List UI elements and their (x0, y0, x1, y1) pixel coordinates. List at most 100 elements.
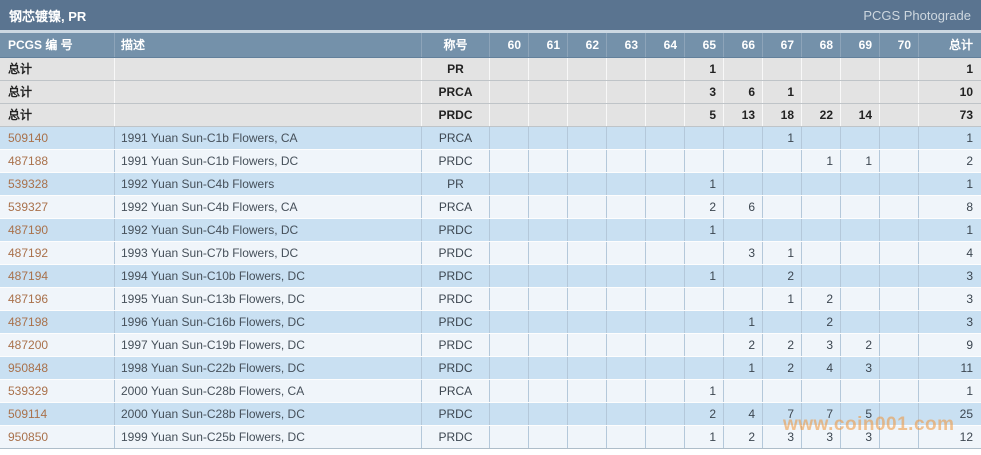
pcgs-number-link[interactable]: 509114 (0, 403, 115, 425)
grade-60-cell (490, 173, 529, 195)
grade-69-cell: 2 (841, 334, 880, 356)
grade-60-cell (490, 265, 529, 287)
pcgs-number-link[interactable]: 487190 (0, 219, 115, 241)
grade-61-cell (529, 104, 568, 126)
grade-65-cell (685, 150, 724, 172)
grade-60-cell (490, 380, 529, 402)
pcgs-number-link[interactable]: 487192 (0, 242, 115, 264)
grade-70-cell (880, 196, 919, 218)
grade-62-cell (568, 81, 607, 103)
pcgs-number-link[interactable]: 950848 (0, 357, 115, 379)
grade-66-cell (724, 288, 763, 310)
grade-68-cell (802, 219, 841, 241)
table-body: 总计 PR 1 1 总计 PRCA 3 6 1 10 总计 PRDC 5 13 18 22 14 73 509140… (0, 58, 981, 449)
description-cell: 1993 Yuan Sun-C7b Flowers, DC (115, 242, 422, 264)
grade-67-cell: 1 (763, 288, 802, 310)
pcgs-number-link[interactable]: 487200 (0, 334, 115, 356)
grade-63-cell (607, 265, 646, 287)
grade-70-cell (880, 104, 919, 126)
pcgs-number-link[interactable]: 487196 (0, 288, 115, 310)
grade-70-cell (880, 127, 919, 149)
designation-cell: PRDC (422, 219, 490, 241)
total-cell: 3 (966, 269, 973, 283)
pcgs-number-link[interactable]: 487188 (0, 150, 115, 172)
grade-70-cell (880, 288, 919, 310)
column-header-grade-60: 60 (490, 33, 529, 57)
grade-62-cell (568, 219, 607, 241)
grade-68-cell (802, 81, 841, 103)
grade-61-cell (529, 58, 568, 80)
grade-65-cell: 1 (685, 58, 724, 80)
data-row: 539328 1992 Yuan Sun-C4b Flowers PR 1 1 (0, 173, 981, 196)
grade-62-cell (568, 127, 607, 149)
grade-65-cell (685, 242, 724, 264)
grade-61-cell (529, 426, 568, 448)
pcgs-number-link[interactable]: 487194 (0, 265, 115, 287)
grade-64-cell (646, 219, 685, 241)
grade-60-cell (490, 104, 529, 126)
grade-64-cell (646, 426, 685, 448)
grade-69-cell (841, 265, 880, 287)
designation-cell: PRCA (422, 380, 490, 402)
pcgs-number-link[interactable]: 539328 (0, 173, 115, 195)
designation-cell: PRDC (422, 104, 490, 126)
grade-70-cell (880, 426, 919, 448)
grade-64-cell (646, 150, 685, 172)
grade-69-cell (841, 127, 880, 149)
description-cell (115, 81, 422, 103)
summary-total-label: 总计 (0, 81, 115, 103)
grade-67-cell (763, 150, 802, 172)
grade-70-cell (880, 334, 919, 356)
designation-cell: PRDC (422, 150, 490, 172)
column-header-grade-65: 65 (685, 33, 724, 57)
grade-60-cell (490, 426, 529, 448)
data-row: 487188 1991 Yuan Sun-C1b Flowers, DC PRDC 1… (0, 150, 981, 173)
grade-63-cell (607, 127, 646, 149)
grade-67-cell (763, 173, 802, 195)
grade-66-cell (724, 219, 763, 241)
grade-64-cell (646, 311, 685, 333)
pcgs-number-link[interactable]: 539329 (0, 380, 115, 402)
grade-69-cell (841, 311, 880, 333)
description-cell: 1991 Yuan Sun-C1b Flowers, CA (115, 127, 422, 149)
grade-64-cell (646, 380, 685, 402)
grade-65-cell: 1 (685, 173, 724, 195)
total-cell: 9 (966, 338, 973, 352)
table-header-row: PCGS 编 号 描述 称号 60 61 62 63 64 65 66 67 68 69 70 总计 (0, 33, 981, 58)
grade-64-cell (646, 196, 685, 218)
grade-61-cell (529, 196, 568, 218)
pcgs-number-link[interactable]: 487198 (0, 311, 115, 333)
grade-68-cell: 1 (802, 150, 841, 172)
designation-cell: PRDC (422, 242, 490, 264)
grade-64-cell (646, 403, 685, 425)
grade-62-cell (568, 265, 607, 287)
grade-60-cell (490, 288, 529, 310)
column-header-grade-61: 61 (529, 33, 568, 57)
grade-67-cell: 1 (763, 127, 802, 149)
description-cell: 2000 Yuan Sun-C28b Flowers, CA (115, 380, 422, 402)
grade-65-cell (685, 334, 724, 356)
pcgs-number-link[interactable]: 509140 (0, 127, 115, 149)
grade-62-cell (568, 58, 607, 80)
pcgs-number-link[interactable]: 950850 (0, 426, 115, 448)
data-row: 950850 1999 Yuan Sun-C25b Flowers, DC PRDC… (0, 426, 981, 449)
data-row: 539327 1992 Yuan Sun-C4b Flowers, CA PRCA 2… (0, 196, 981, 219)
grade-60-cell (490, 58, 529, 80)
grade-60-cell (490, 127, 529, 149)
grade-68-cell (802, 173, 841, 195)
grade-70-cell (880, 81, 919, 103)
grade-70-cell (880, 58, 919, 80)
description-cell: 1992 Yuan Sun-C4b Flowers, CA (115, 196, 422, 218)
column-header-description: 描述 (115, 33, 422, 57)
grade-68-cell: 2 (802, 311, 841, 333)
total-cell: 25 (959, 407, 973, 421)
grade-69-cell (841, 196, 880, 218)
designation-cell: PRDC (422, 311, 490, 333)
grade-62-cell (568, 242, 607, 264)
column-header-grade-66: 66 (724, 33, 763, 57)
data-row: 487192 1993 Yuan Sun-C7b Flowers, DC PRDC 3… (0, 242, 981, 265)
pcgs-number-link[interactable]: 539327 (0, 196, 115, 218)
total-cell: 3 (966, 315, 973, 329)
grade-62-cell (568, 104, 607, 126)
grade-69-cell: 14 (841, 104, 880, 126)
